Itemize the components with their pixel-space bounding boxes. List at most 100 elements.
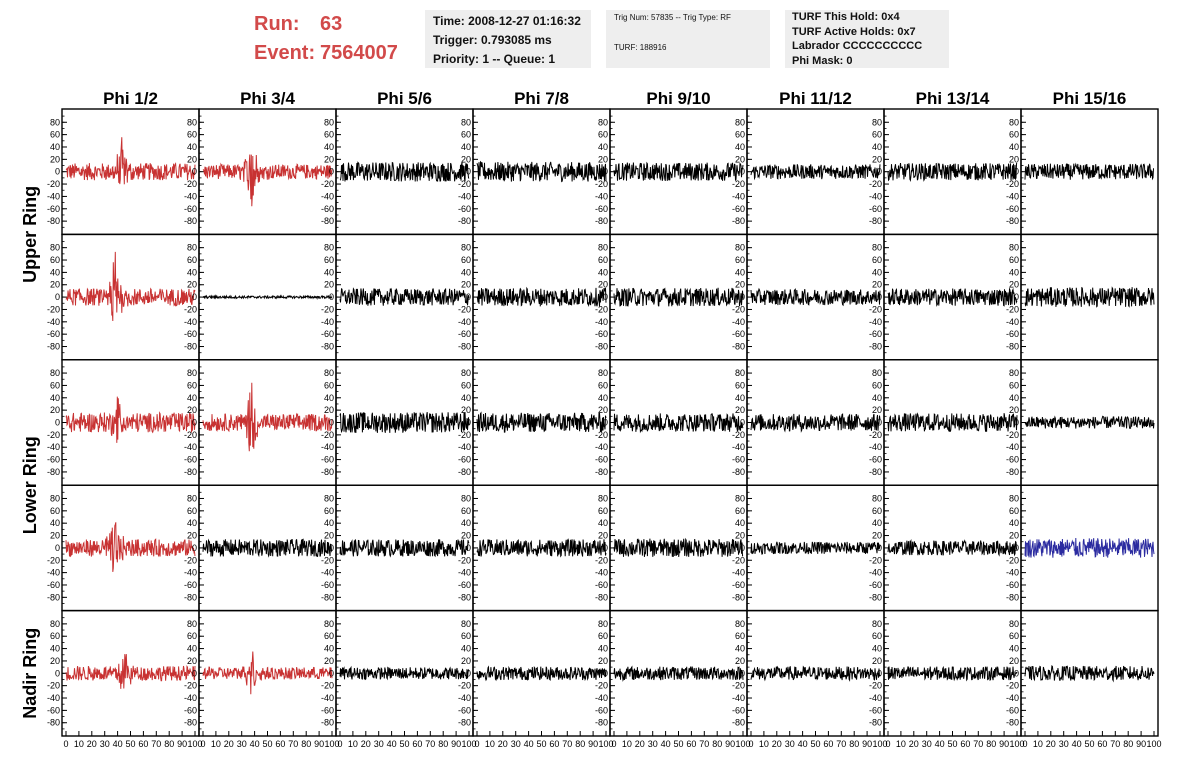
run-event-block: Run: 63 Event: 7564007 xyxy=(254,10,398,68)
y-tick-label: 20 xyxy=(598,531,608,541)
y-tick-label: 60 xyxy=(324,506,334,516)
y-tick-label: 0 xyxy=(466,167,471,177)
x-tick-label: 100 xyxy=(461,739,476,749)
y-tick-label: 80 xyxy=(324,619,334,629)
x-tick-label: 100 xyxy=(872,739,887,749)
x-tick-label: 70 xyxy=(288,739,298,749)
x-tick-label: 10 xyxy=(759,739,769,749)
y-tick-label: 40 xyxy=(461,267,471,277)
y-tick-label: 40 xyxy=(324,267,334,277)
x-tick-label: 10 xyxy=(348,739,358,749)
x-tick-label: 60 xyxy=(1097,739,1107,749)
waveform-trace xyxy=(476,538,607,558)
y-tick-label: 0 xyxy=(740,543,745,553)
y-tick-label: -60 xyxy=(595,204,608,214)
waveform-trace xyxy=(65,137,196,185)
y-tick-label: 0 xyxy=(877,292,882,302)
y-tick-label: 0 xyxy=(466,292,471,302)
y-tick-label: 60 xyxy=(50,506,60,516)
waveform-trace xyxy=(613,161,744,182)
y-tick-label: -40 xyxy=(321,191,334,201)
x-tick-label: 40 xyxy=(113,739,123,749)
x-tick-label: 40 xyxy=(387,739,397,749)
y-tick-label: 0 xyxy=(603,292,608,302)
y-tick-label: 20 xyxy=(50,405,60,415)
x-tick-label: 90 xyxy=(999,739,1009,749)
y-tick-label: 60 xyxy=(735,380,745,390)
y-tick-label: 20 xyxy=(872,531,882,541)
y-tick-label: -20 xyxy=(1006,304,1019,314)
y-tick-label: -20 xyxy=(869,681,882,691)
y-tick-label: -40 xyxy=(47,442,60,452)
y-tick-label: -20 xyxy=(732,555,745,565)
x-tick-label: 20 xyxy=(909,739,919,749)
y-tick-label: 40 xyxy=(735,518,745,528)
y-tick-label: -80 xyxy=(1006,718,1019,728)
y-tick-label: 20 xyxy=(1009,280,1019,290)
y-tick-label: 40 xyxy=(598,644,608,654)
y-tick-label: -40 xyxy=(595,442,608,452)
y-tick-label: 60 xyxy=(598,255,608,265)
x-tick-label: 80 xyxy=(712,739,722,749)
y-tick-label: -60 xyxy=(321,455,334,465)
x-tick-label: 80 xyxy=(575,739,585,749)
y-tick-label: -20 xyxy=(458,179,471,189)
y-tick-label: 60 xyxy=(598,380,608,390)
x-tick-label: 40 xyxy=(661,739,671,749)
x-tick-label: 100 xyxy=(598,739,613,749)
y-tick-label: 80 xyxy=(50,243,60,253)
y-tick-label: -80 xyxy=(869,216,882,226)
y-tick-label: 20 xyxy=(598,154,608,164)
waveform-trace xyxy=(476,286,607,308)
waveform-trace xyxy=(339,161,470,183)
y-tick-label: 0 xyxy=(1014,167,1019,177)
y-tick-label: 40 xyxy=(50,393,60,403)
x-tick-label: 90 xyxy=(451,739,461,749)
y-tick-label: -80 xyxy=(184,216,197,226)
x-tick-label: 100 xyxy=(187,739,202,749)
y-tick-label: -80 xyxy=(595,467,608,477)
y-tick-label: -80 xyxy=(321,342,334,352)
y-tick-label: -20 xyxy=(321,681,334,691)
y-tick-label: 60 xyxy=(872,506,882,516)
y-tick-label: 0 xyxy=(55,543,60,553)
x-tick-label: 100 xyxy=(1009,739,1024,749)
y-tick-label: -40 xyxy=(184,693,197,703)
y-tick-label: -40 xyxy=(869,317,882,327)
y-tick-label: -80 xyxy=(458,342,471,352)
y-tick-label: 0 xyxy=(877,418,882,428)
x-tick-label: 0 xyxy=(611,739,616,749)
y-tick-label: -40 xyxy=(732,568,745,578)
x-tick-label: 10 xyxy=(622,739,632,749)
y-tick-label: -40 xyxy=(732,693,745,703)
waveform-trace xyxy=(750,287,881,307)
y-tick-label: 0 xyxy=(192,668,197,678)
x-tick-label: 20 xyxy=(1046,739,1056,749)
y-tick-label: -80 xyxy=(1006,592,1019,602)
y-tick-label: -60 xyxy=(184,204,197,214)
y-tick-label: 40 xyxy=(461,142,471,152)
y-tick-label: -80 xyxy=(321,592,334,602)
y-tick-label: 20 xyxy=(598,656,608,666)
x-tick-label: 60 xyxy=(275,739,285,749)
y-tick-label: -60 xyxy=(595,455,608,465)
y-tick-label: 20 xyxy=(1009,531,1019,541)
y-tick-label: -60 xyxy=(321,580,334,590)
y-tick-label: -20 xyxy=(1006,681,1019,691)
event-value: 7564007 xyxy=(320,42,398,64)
column-label-2: Phi 3/4 xyxy=(240,89,295,108)
y-tick-label: -80 xyxy=(458,718,471,728)
y-tick-label: 0 xyxy=(1014,418,1019,428)
y-tick-label: 20 xyxy=(1009,154,1019,164)
y-tick-label: -20 xyxy=(184,555,197,565)
x-tick-label: 50 xyxy=(810,739,820,749)
waveform-trace xyxy=(1024,665,1155,683)
y-tick-label: -40 xyxy=(869,568,882,578)
x-tick-label: 30 xyxy=(922,739,932,749)
y-tick-label: 20 xyxy=(50,280,60,290)
y-tick-label: -60 xyxy=(184,705,197,715)
x-tick-label: 10 xyxy=(1033,739,1043,749)
y-tick-label: 80 xyxy=(1009,493,1019,503)
y-tick-label: -60 xyxy=(869,204,882,214)
y-tick-label: -40 xyxy=(47,317,60,327)
